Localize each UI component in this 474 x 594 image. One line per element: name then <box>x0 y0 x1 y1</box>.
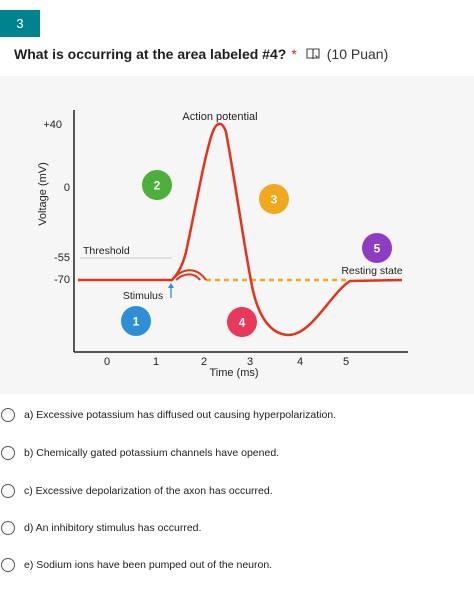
y-tick-label: -70 <box>54 274 70 286</box>
option-a[interactable]: a) Excessive potassium has diffused out … <box>0 402 474 428</box>
radio-button-icon[interactable] <box>1 521 15 535</box>
required-asterisk: * <box>291 46 297 62</box>
radio-button-icon[interactable] <box>1 484 15 498</box>
threshold-label: Threshold <box>83 245 130 257</box>
stimulus-arrow-icon <box>168 283 174 298</box>
marker-3: 3 <box>259 184 289 214</box>
question-header: What is occurring at the area labeled #4… <box>14 44 388 64</box>
action-potential-graph: +40 0 -55 -70 Voltage (mV) 0 1 2 3 4 5 T… <box>37 110 408 379</box>
radio-button-icon[interactable] <box>1 446 15 460</box>
option-b[interactable]: b) Chemically gated potassium channels h… <box>0 440 474 466</box>
question-title: What is occurring at the area labeled #4… <box>14 46 287 62</box>
option-c[interactable]: c) Excessive depolarization of the axon … <box>0 478 474 504</box>
y-tick-label: +40 <box>43 119 62 131</box>
marker-5: 5 <box>362 233 392 263</box>
y-tick-label: -55 <box>54 252 70 264</box>
option-label: d) An inhibitory stimulus has occurred. <box>24 522 202 534</box>
action-potential-figure: +40 0 -55 -70 Voltage (mV) 0 1 2 3 4 5 T… <box>0 76 474 394</box>
marker-1: 1 <box>121 306 151 336</box>
question-points: (10 Puan) <box>326 46 389 62</box>
subthreshold-bump-curve-inner <box>175 273 201 281</box>
option-d[interactable]: d) An inhibitory stimulus has occurred. <box>0 515 474 541</box>
x-tick-label: 4 <box>297 356 303 368</box>
radio-button-icon[interactable] <box>1 558 15 572</box>
marker-2-label: 2 <box>154 179 161 193</box>
marker-4: 4 <box>227 307 257 337</box>
resting-state-label: Resting state <box>341 265 402 277</box>
y-axis-label: Voltage (mV) <box>37 162 49 226</box>
marker-2: 2 <box>142 170 172 200</box>
marker-4-label: 4 <box>239 316 246 330</box>
x-tick-label: 1 <box>153 356 159 368</box>
option-e[interactable]: e) Sodium ions have been pumped out of t… <box>0 552 474 578</box>
subthreshold-bump-curve <box>171 269 207 281</box>
y-tick-label: 0 <box>64 182 70 194</box>
action-potential-curve <box>78 122 403 337</box>
option-label: c) Excessive depolarization of the axon … <box>24 485 273 497</box>
x-axis-label: Time (ms) <box>209 367 258 379</box>
x-tick-label: 5 <box>343 356 349 368</box>
radio-button-icon[interactable] <box>1 408 15 422</box>
question-number-badge: 3 <box>0 10 40 37</box>
marker-3-label: 3 <box>271 193 278 207</box>
option-label: e) Sodium ions have been pumped out of t… <box>24 559 273 571</box>
stimulus-label: Stimulus <box>123 290 163 302</box>
option-label: a) Excessive potassium has diffused out … <box>24 409 337 421</box>
marker-1-label: 1 <box>133 315 140 329</box>
x-tick-label: 0 <box>104 356 110 368</box>
x-tick-label: 3 <box>247 356 253 368</box>
option-label: b) Chemically gated potassium channels h… <box>24 447 280 459</box>
action-potential-label: Action potential <box>182 111 257 123</box>
marker-5-label: 5 <box>374 242 381 256</box>
immersive-reader-icon[interactable] <box>306 47 320 61</box>
x-tick-label: 2 <box>201 356 207 368</box>
